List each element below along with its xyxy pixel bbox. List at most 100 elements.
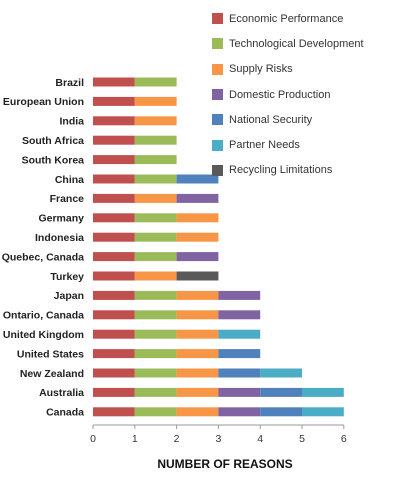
bar-segment [134,155,177,165]
x-axis-ticks: 0 1 2 3 4 5 6 [90,425,347,445]
legend-label: Partner Needs [229,139,300,152]
legend-label: National Security [229,113,313,126]
legend-item: Economic Performance [212,6,364,31]
x-tick-label: 6 [341,433,347,445]
category-label: France [50,193,85,205]
bar-segment [93,368,135,378]
bar-segment [93,407,135,417]
bar-segment [93,387,135,397]
x-tick-label: 1 [132,433,138,445]
bar-segment [176,174,219,184]
bar-segment [93,329,135,339]
legend-label: Technological Development [229,37,364,50]
bar-segment [134,252,177,262]
bar-segment [93,349,135,359]
bar-segment [176,193,219,203]
bar-segment [93,96,135,106]
category-label: Indonesia [35,232,84,244]
category-label: Australia [39,387,84,399]
category-label: South Africa [22,135,84,147]
legend-swatch [212,164,223,176]
legend-label: Domestic Production [229,88,331,101]
bar-segment [176,213,219,223]
bar-segment [93,174,135,184]
bar-segment [93,77,135,87]
bar-segment [176,387,219,397]
bar-segment [218,310,261,320]
category-label: Brazil [55,77,84,89]
legend-item: Partner Needs [212,132,364,157]
legend-swatch [212,13,223,25]
bar-segment [176,368,219,378]
bar-segment [134,232,177,242]
bar-segment [134,271,177,281]
bar-segment [176,232,219,242]
bar-segment [93,116,135,126]
bar-segment [134,77,177,87]
bar-segment [260,368,302,378]
legend-swatch [212,63,223,75]
bar-segment [93,310,135,320]
bar-segment [218,368,261,378]
bar-segment [134,96,177,106]
category-label: European Union [3,96,84,108]
category-label: Turkey [50,271,84,283]
bar-segment [134,213,177,223]
category-labels: Brazil European Union India South Africa Sou… [2,77,84,419]
legend-item: National Security [212,107,364,132]
x-tick-label: 2 [174,433,180,445]
bar-segment [134,135,177,145]
bar-segment [93,193,135,203]
legend-label: Economic Performance [229,12,344,25]
bar-segment [218,290,261,300]
bar-segment [176,310,219,320]
x-tick-label: 3 [215,433,221,445]
x-tick-label: 0 [90,433,96,445]
category-label: Germany [38,213,84,225]
category-label: Ontario, Canada [3,310,84,322]
bar-segment [93,271,135,281]
bar-segment [176,252,219,262]
bar-segment [93,232,135,242]
bar-segment [176,329,219,339]
legend-label: Recycling Limitations [229,164,333,177]
legend-swatch [212,139,223,151]
bar-segment [260,407,302,417]
bar-segment [176,271,219,281]
bar-segment [134,290,177,300]
bar-segment [176,407,219,417]
bar-segment [302,407,344,417]
legend-swatch [212,89,223,101]
category-label: Canada [46,407,84,419]
bar-segment [218,329,261,339]
bar-segment [93,290,135,300]
bars [93,77,344,417]
bar-segment [218,387,261,397]
category-label: South Korea [22,154,85,166]
bar-segment [260,387,302,397]
category-label: Quebec, Canada [2,251,84,263]
legend-item: Technological Development [212,31,364,56]
bar-segment [134,407,177,417]
legend-item: Supply Risks [212,57,364,82]
legend-item: Domestic Production [212,82,364,107]
bar-segment [134,193,177,203]
bar-segment [93,155,135,165]
bar-segment [93,213,135,223]
bar-segment [93,135,135,145]
bar-segment [218,407,261,417]
bar-segment [93,252,135,262]
bar-segment [176,290,219,300]
category-label: China [55,174,84,186]
bar-segment [134,116,177,126]
category-label: Japan [54,290,84,302]
legend-item: Recycling Limitations [212,158,364,183]
x-axis-title: NUMBER OF REASONS [157,457,292,471]
category-label: United States [17,348,84,360]
bar-segment [302,387,344,397]
x-tick-label: 4 [257,433,263,445]
bar-segment [134,329,177,339]
bar-segment [176,349,219,359]
category-label: India [59,116,84,128]
